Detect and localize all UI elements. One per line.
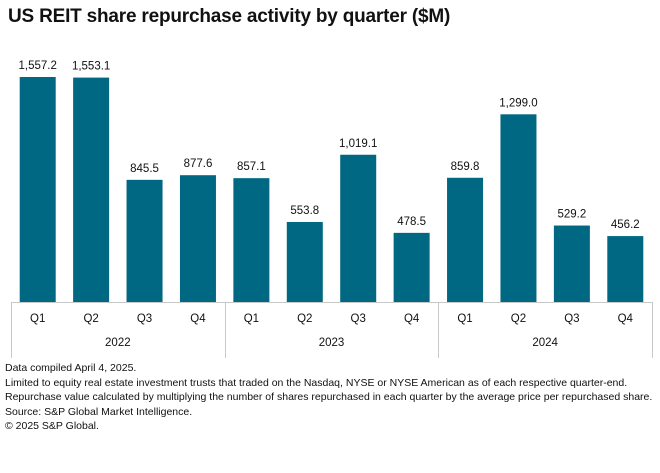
x-group-label: 2022 [105,337,131,349]
data-label: 456.2 [611,219,640,231]
note-data-compiled: Data compiled April 4, 2025. [5,362,137,374]
note-source: Source: S&P Global Market Intelligence. [5,405,193,418]
x-tick-label: Q4 [190,313,206,325]
x-group-label: 2023 [319,337,345,349]
x-tick-label: Q4 [404,313,420,325]
bar [19,77,56,302]
bar-chart: 1,557.2 Q1 1,553.1 Q2 845.5 Q3 877.6 Q4 857.1 Q1 5… [11,60,653,358]
bar [447,177,484,302]
bar [393,232,430,302]
note-copyright: © 2025 S&P Global. [5,420,99,432]
x-tick-label: Q1 [30,313,45,325]
data-label: 845.5 [130,163,159,175]
data-label: 859.8 [451,161,480,173]
bar [340,154,377,302]
bar [286,221,323,302]
note-scope: Limited to equity real estate investment… [5,376,628,389]
bar [179,175,216,302]
x-tick-label: Q1 [457,313,472,325]
x-group-label: 2024 [532,337,558,349]
data-label: 478.5 [397,216,426,228]
bar [73,77,110,302]
data-label: 1,557.2 [19,60,57,72]
x-tick-label: Q2 [83,313,98,325]
data-label: 1,019.1 [339,138,377,150]
x-tick-label: Q1 [244,313,259,325]
data-label: 1,299.0 [499,97,537,109]
chart-title: US REIT share repurchase activity by qua… [8,6,451,27]
chart-notes: Data compiled April 4, 2025. Limited to … [5,362,655,435]
x-tick-label: Q2 [297,313,312,325]
data-label: 529.2 [557,209,586,221]
bar [126,179,163,302]
bar [607,236,644,302]
data-label: 553.8 [290,205,319,217]
data-label: 857.1 [237,161,266,173]
x-tick-label: Q3 [564,313,579,325]
bar [553,225,590,302]
x-tick-label: Q2 [511,313,526,325]
x-tick-label: Q3 [137,313,152,325]
bar [233,178,270,302]
x-tick-label: Q4 [618,313,634,325]
x-tick-label: Q3 [351,313,366,325]
bar [500,114,537,303]
data-label: 877.6 [184,158,213,170]
data-label: 1,553.1 [72,61,110,73]
note-methodology: Repurchase value calculated by multiplyi… [5,391,653,403]
